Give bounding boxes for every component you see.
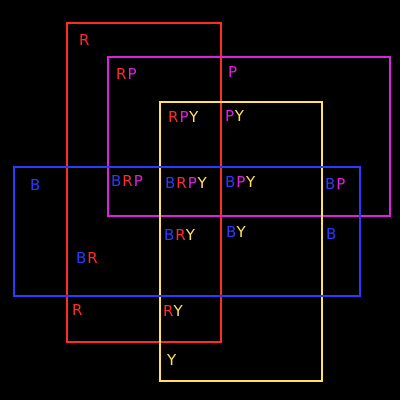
region-label-br: BR — [76, 249, 98, 267]
region-label-bpy: BPY — [225, 173, 256, 191]
region-letter-b: B — [164, 226, 174, 244]
region-label-r: R — [79, 31, 89, 49]
region-letter-p: P — [179, 108, 188, 126]
region-label-py: PY — [225, 107, 245, 125]
set-r-rect — [66, 22, 222, 343]
region-letter-p: P — [236, 173, 245, 191]
region-letter-b: B — [325, 175, 335, 193]
region-letter-y: Y — [172, 302, 183, 320]
region-label-b: B — [30, 176, 40, 194]
region-label-b2: B — [326, 225, 336, 243]
set-y-rect — [159, 101, 323, 382]
region-letter-r: R — [79, 31, 89, 49]
region-letter-b: B — [326, 225, 336, 243]
region-letter-r: R — [87, 249, 97, 267]
region-letter-y: Y — [188, 108, 199, 126]
region-label-brpy: BRPY — [165, 174, 207, 192]
region-letter-r: R — [116, 65, 126, 83]
region-letter-y: Y — [235, 223, 246, 241]
set-p-rect — [107, 56, 391, 217]
region-label-rp: RP — [116, 65, 136, 83]
region-letter-r: R — [163, 302, 173, 320]
region-letter-p: P — [188, 174, 197, 192]
region-letter-p: P — [134, 172, 143, 190]
region-letter-b: B — [226, 223, 236, 241]
region-letter-r: R — [122, 172, 132, 190]
region-letter-r: R — [72, 301, 82, 319]
region-label-bry: BRY — [164, 226, 196, 244]
region-label-bp: BP — [325, 175, 345, 193]
region-letter-y: Y — [234, 107, 245, 125]
region-label-p: P — [228, 63, 237, 81]
region-letter-b: B — [225, 173, 235, 191]
region-label-brp: BRP — [111, 172, 143, 190]
region-letter-p: P — [225, 107, 234, 125]
region-letter-r: R — [175, 226, 185, 244]
region-letter-p: P — [127, 65, 136, 83]
region-letter-y: Y — [245, 173, 256, 191]
region-label-ry: RY — [163, 302, 183, 320]
region-letter-y: Y — [166, 351, 177, 369]
region-label-by: BY — [226, 223, 246, 241]
region-letter-r: R — [176, 174, 186, 192]
set-b-rect — [13, 166, 361, 297]
region-letter-b: B — [111, 172, 121, 190]
region-letter-p: P — [228, 63, 237, 81]
region-label-r2: R — [72, 301, 82, 319]
region-letter-p: P — [336, 175, 345, 193]
region-label-rpy: RPY — [168, 108, 199, 126]
region-letter-y: Y — [196, 174, 207, 192]
region-letter-r: R — [168, 108, 178, 126]
region-letter-b: B — [165, 174, 175, 192]
region-letter-y: Y — [185, 226, 196, 244]
region-letter-b: B — [30, 176, 40, 194]
region-letter-b: B — [76, 249, 86, 267]
region-label-y: Y — [166, 351, 177, 369]
